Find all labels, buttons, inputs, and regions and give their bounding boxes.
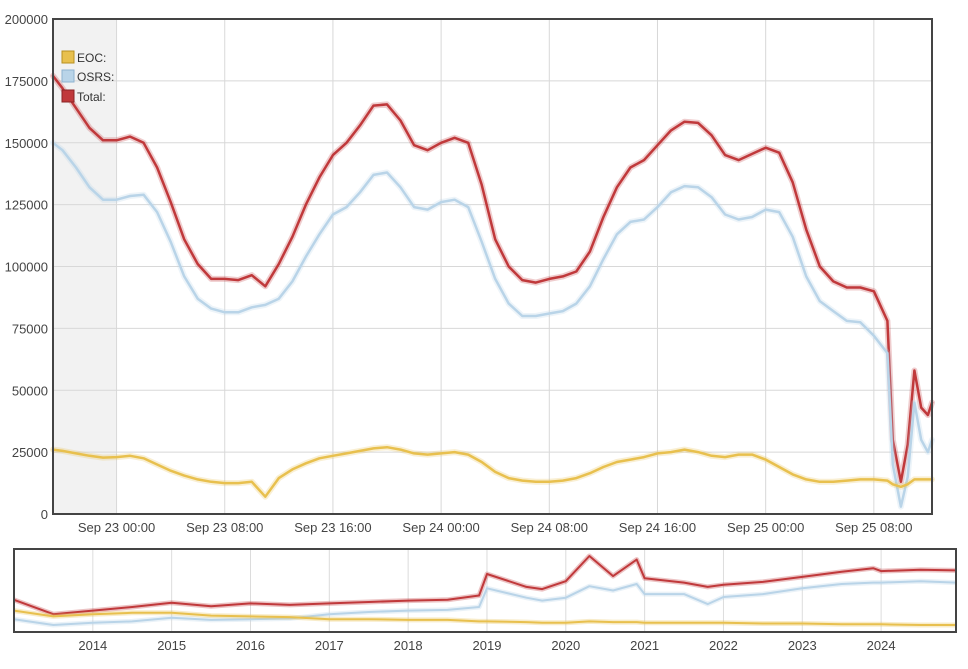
y-tick-label: 200000 (5, 12, 48, 27)
navigator-series[interactable] (13, 553, 957, 628)
navigator-x-tick-label: 2021 (630, 638, 659, 653)
navigator-x-tick-label: 2016 (236, 638, 265, 653)
navigator-x-tick-label: 2022 (709, 638, 738, 653)
x-tick-label: Sep 24 08:00 (511, 520, 588, 535)
legend-label-eoc[interactable]: EOC: (77, 51, 106, 65)
legend-label-osrs[interactable]: OSRS: (77, 70, 114, 84)
navigator-x-tick-label: 2024 (867, 638, 896, 653)
y-tick-label: 175000 (5, 74, 48, 89)
x-tick-label: Sep 25 08:00 (835, 520, 912, 535)
navigator-x-tick-label: 2015 (157, 638, 186, 653)
y-tick-label: 0 (41, 507, 48, 522)
main-chart: 200000 175000 150000 125000 100000 75000 50000… (5, 12, 935, 535)
legend-label-total[interactable]: Total: (77, 90, 106, 104)
main-series[interactable] (50, 72, 935, 510)
y-tick-label: 150000 (5, 136, 48, 151)
navigator-x-tick-label: 2018 (394, 638, 423, 653)
navigator-line-osrs[interactable] (13, 580, 957, 626)
x-tick-label: Sep 24 00:00 (402, 520, 479, 535)
navigator-x-ticks: 2014 2015 2016 2017 2018 2019 2020 2021 2022 2023… (78, 638, 895, 653)
navigator-x-tick-label: 2020 (551, 638, 580, 653)
navigator-x-tick-label: 2019 (473, 638, 502, 653)
x-tick-label: Sep 25 00:00 (727, 520, 804, 535)
y-tick-label: 75000 (12, 321, 48, 336)
legend-swatch-eoc[interactable] (61, 50, 75, 64)
navigator-x-tick-label: 2017 (315, 638, 344, 653)
navigator-border[interactable] (13, 548, 957, 633)
navigator-line-eoc[interactable] (13, 609, 956, 626)
legend-swatch-total[interactable] (61, 89, 75, 103)
navigator-x-tick-label: 2023 (788, 638, 817, 653)
y-tick-label: 25000 (12, 445, 48, 460)
navigator-line-total[interactable] (13, 555, 957, 616)
y-tick-label: 100000 (5, 260, 48, 275)
x-tick-label: Sep 23 16:00 (294, 520, 371, 535)
legend: EOC: OSRS: Total: (61, 50, 114, 104)
series-line-total[interactable] (51, 74, 934, 484)
navigator-chart[interactable]: 2014 2015 2016 2017 2018 2019 2020 2021 2022 2023… (13, 548, 957, 653)
series-line-eoc[interactable] (51, 445, 934, 498)
x-tick-label: Sep 23 00:00 (78, 520, 155, 535)
x-axis-ticks: Sep 23 00:00 Sep 23 08:00 Sep 23 16:00 Sep … (78, 520, 913, 535)
y-axis-ticks: 200000 175000 150000 125000 100000 75000 50000… (5, 12, 48, 522)
y-tick-label: 125000 (5, 198, 48, 213)
navigator-x-tick-label: 2014 (78, 638, 107, 653)
y-tick-label: 50000 (12, 383, 48, 398)
plot-border (52, 18, 933, 515)
legend-swatch-osrs[interactable] (61, 69, 75, 83)
x-tick-label: Sep 23 08:00 (186, 520, 263, 535)
x-tick-label: Sep 24 16:00 (619, 520, 696, 535)
series-line-osrs[interactable] (51, 141, 934, 508)
series-glow-eoc (50, 444, 935, 500)
